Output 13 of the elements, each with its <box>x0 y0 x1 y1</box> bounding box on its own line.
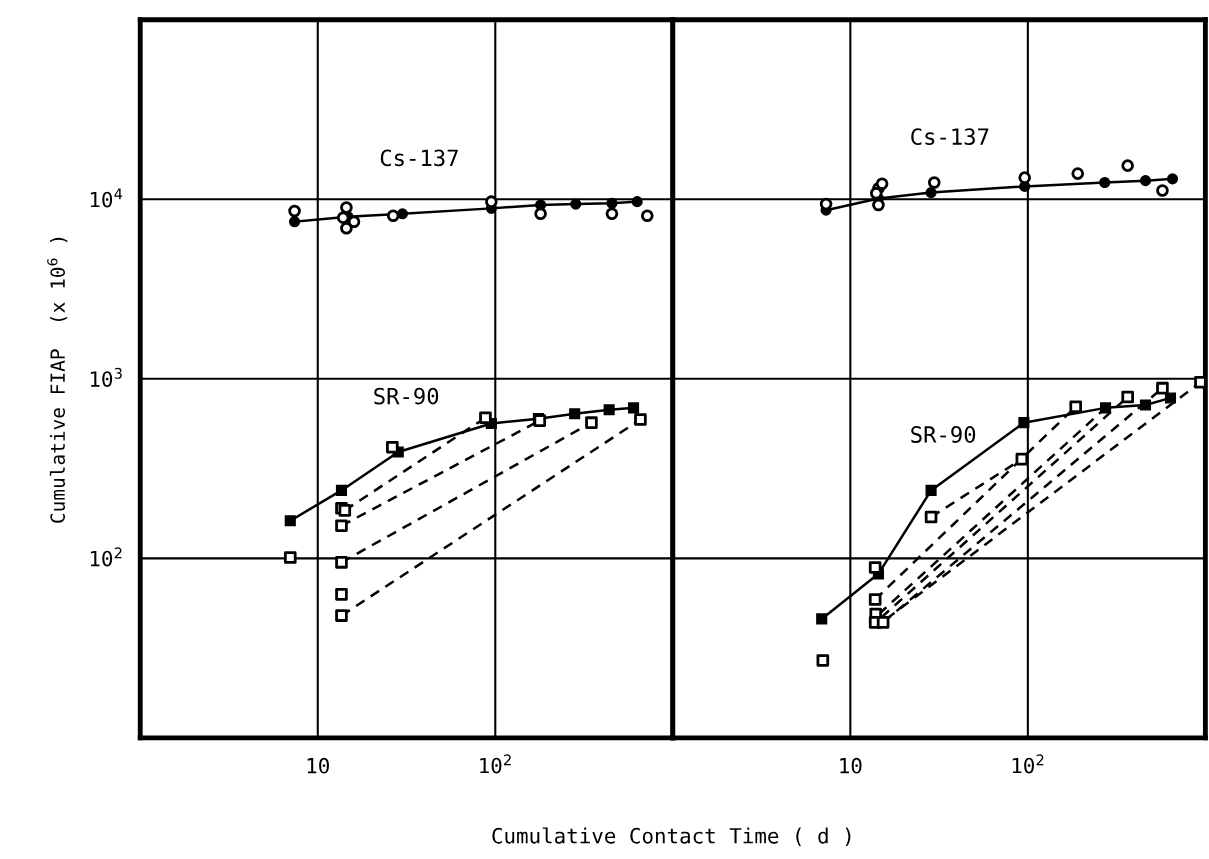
x-tick-label: 10$^{2}$ <box>1012 754 1044 774</box>
annotation: Cs-137 <box>911 128 989 146</box>
x-tick-label: 10 <box>840 757 862 774</box>
y-tick-label: 10$^{2}$ <box>90 547 122 567</box>
text: Cumulative FIAP (x 10$^{6}$ ) <box>47 237 68 523</box>
x-axis-title: Cumulative Contact Time ( d ) <box>492 827 851 847</box>
annotation: Cs-137 <box>380 149 458 167</box>
y-tick-label: 10$^{3}$ <box>90 367 122 387</box>
x-tick-label: 10$^{2}$ <box>480 754 511 774</box>
y-tick-label: 10$^{4}$ <box>90 188 123 208</box>
annotation: SR-90 <box>911 426 976 443</box>
x-tick-label: 10 <box>307 757 329 774</box>
annotation: SR-90 <box>374 387 439 405</box>
